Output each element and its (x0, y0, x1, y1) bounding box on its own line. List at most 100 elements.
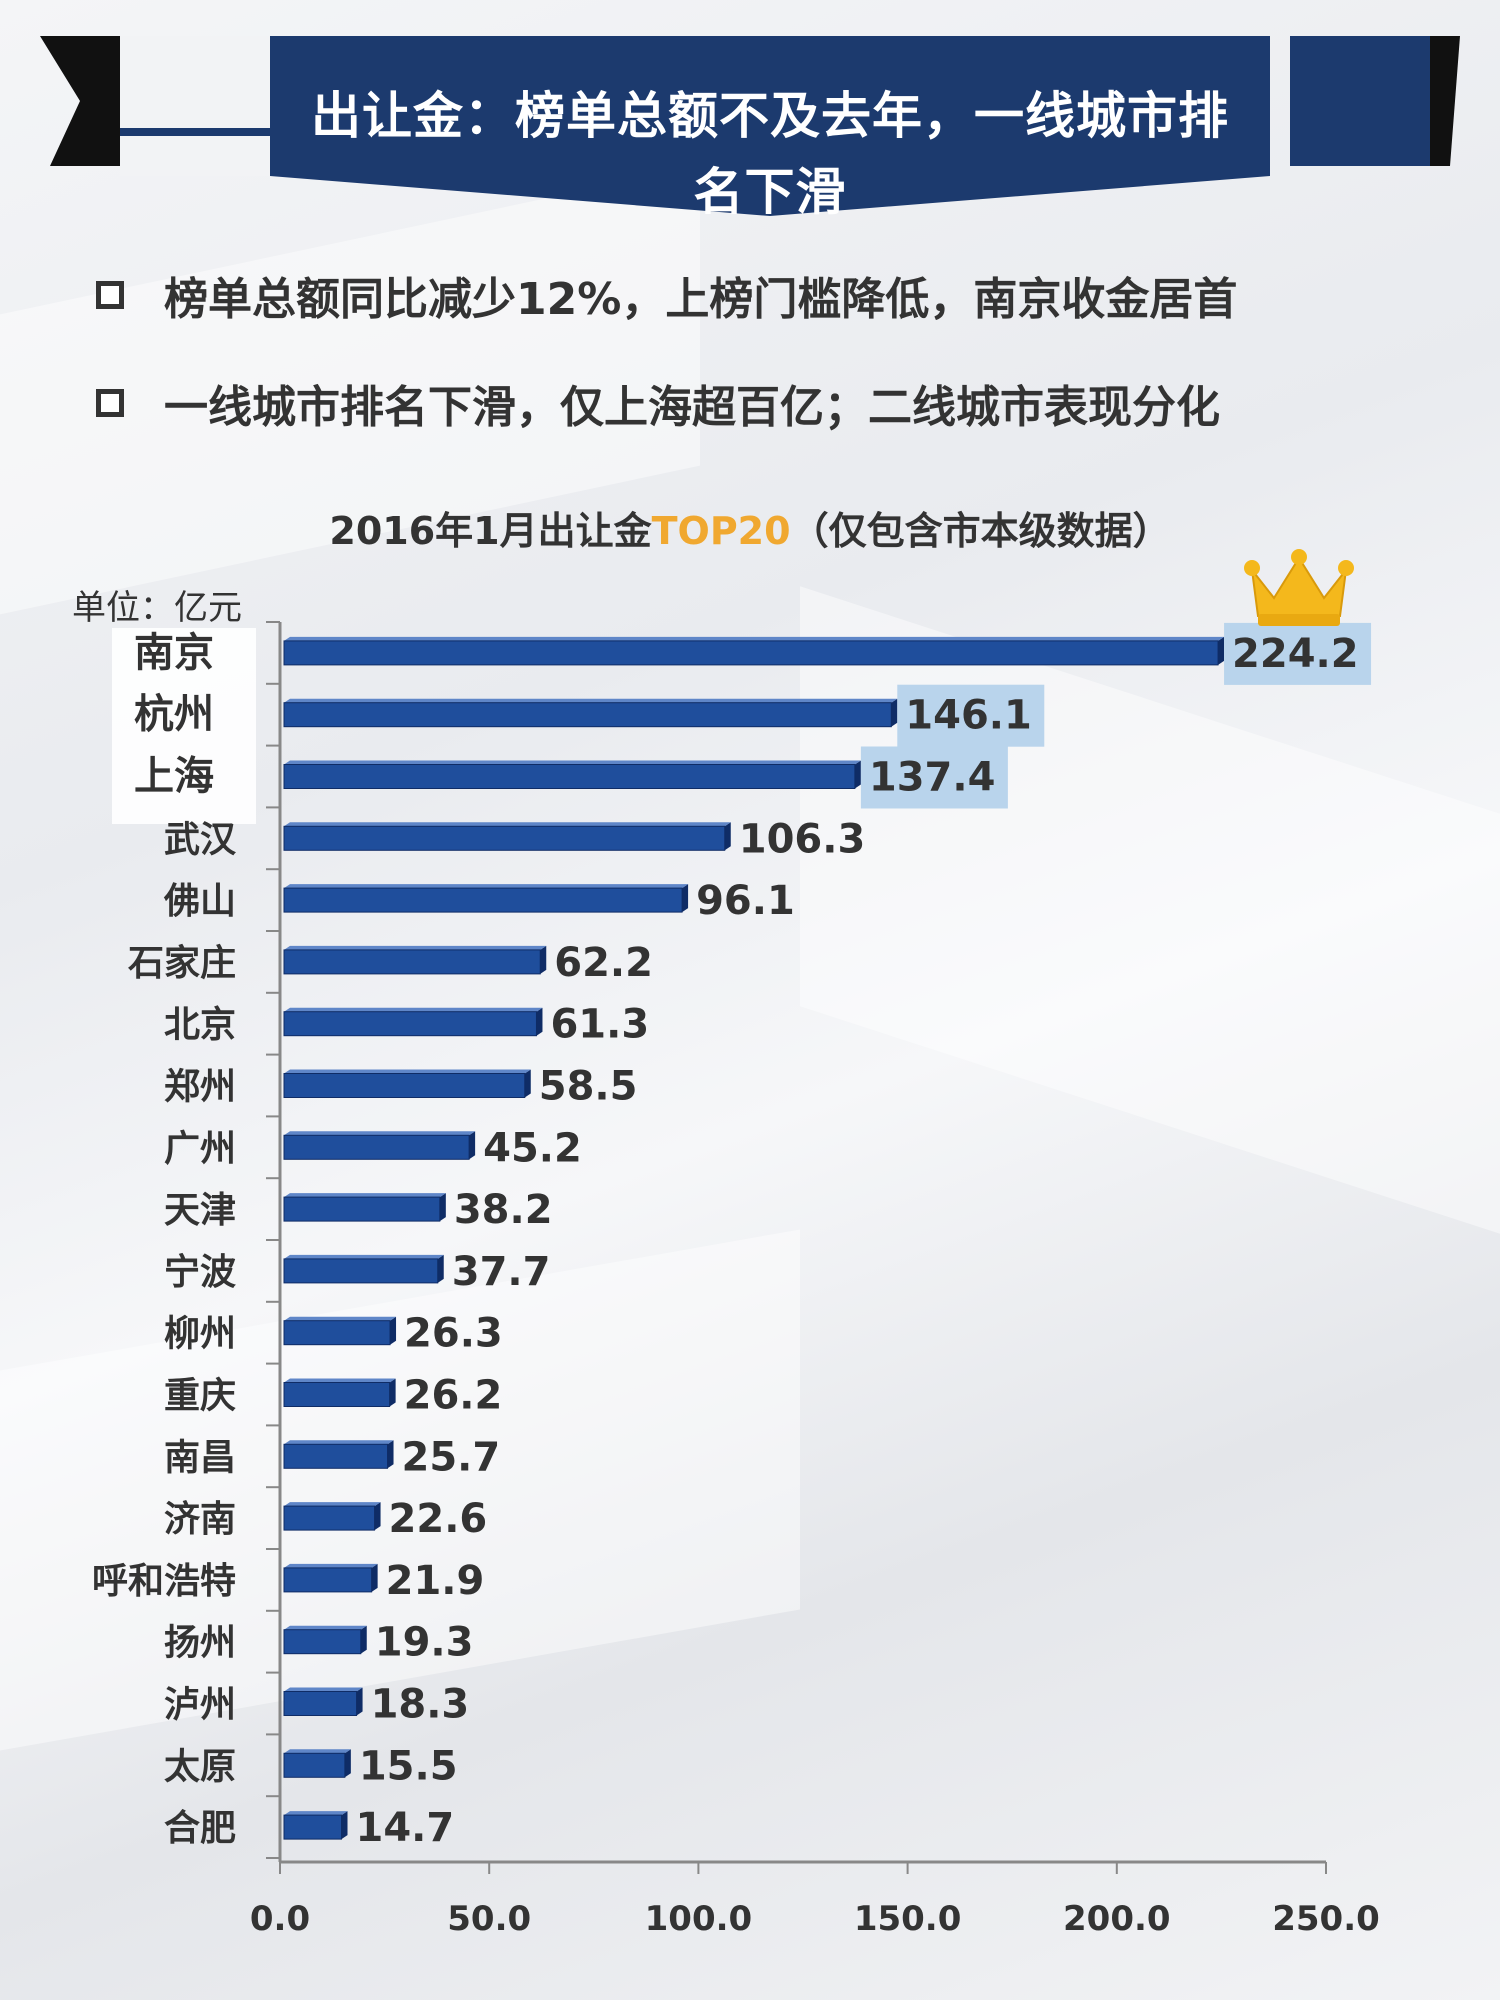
value-label: 21.9 (386, 1558, 485, 1604)
value-label: 45.2 (483, 1125, 582, 1171)
category-label: 重庆 (164, 1376, 236, 1417)
header-banner: 出让金：榜单总额不及去年，一线城市排 名下滑 (40, 36, 1460, 221)
value-label: 18.3 (371, 1682, 470, 1728)
category-label: 柳州 (164, 1314, 236, 1355)
value-label: 224.2 (1232, 631, 1359, 677)
x-tick-label: 0.0 (250, 1899, 310, 1939)
bar-side (724, 822, 731, 851)
bar (283, 1691, 358, 1716)
category-label: 扬州 (164, 1623, 236, 1664)
x-tick-label: 100.0 (645, 1899, 753, 1939)
category-label: 广州 (164, 1128, 236, 1169)
bar (283, 764, 856, 789)
bar-side (682, 884, 689, 913)
bar (283, 1320, 391, 1346)
bar-side (371, 1563, 378, 1592)
bar-side (344, 1749, 351, 1778)
value-label: 137.4 (869, 755, 996, 801)
bar-top (284, 1749, 351, 1754)
category-label: 南京 (134, 630, 214, 676)
bar (283, 1567, 373, 1593)
category-label: 郑州 (164, 1067, 236, 1108)
bar (283, 1752, 346, 1778)
bar-side (390, 1316, 397, 1345)
bar-side (437, 1254, 444, 1283)
bar-side (374, 1502, 381, 1531)
bar (283, 825, 726, 851)
bar-side (389, 1378, 396, 1407)
bar-top (284, 636, 1225, 641)
bar-top (284, 884, 689, 889)
bar-side (1218, 636, 1225, 665)
bar-side (540, 945, 547, 974)
bar (283, 1011, 537, 1037)
category-label: 杭州 (134, 692, 214, 738)
bar-top (284, 760, 861, 765)
x-tick-label: 50.0 (447, 1899, 531, 1939)
bar-top (284, 1811, 348, 1816)
value-label: 22.6 (389, 1496, 488, 1542)
bar-side (891, 698, 898, 727)
chart-title-suffix: （仅包含市本级数据） (790, 509, 1171, 553)
value-label: 14.7 (356, 1805, 455, 1851)
bar-top (284, 1440, 394, 1445)
value-label: 61.3 (550, 1002, 649, 1048)
value-label: 19.3 (375, 1620, 474, 1666)
crown-icon (1244, 549, 1354, 626)
value-label: 146.1 (905, 693, 1032, 739)
bar (283, 640, 1219, 666)
bar-side (524, 1069, 531, 1098)
bar-top (284, 1687, 363, 1692)
page-title-line1: 出让金：榜单总额不及去年，一线城市排 (311, 87, 1229, 145)
bar-side (387, 1440, 394, 1469)
value-label-highlight (1224, 622, 1372, 685)
bar-side (854, 760, 861, 789)
category-label: 济南 (164, 1499, 236, 1540)
value-label: 26.3 (404, 1311, 503, 1357)
bar-top (284, 1378, 396, 1383)
bar-side (439, 1193, 446, 1222)
category-label: 泸州 (164, 1685, 236, 1726)
bar-top (284, 1254, 444, 1259)
category-label: 武汉 (164, 819, 237, 860)
bar-top (284, 1069, 531, 1074)
category-label: 石家庄 (128, 943, 236, 984)
bar (283, 1814, 343, 1840)
top3-label-backdrop (112, 628, 256, 824)
bar-top (284, 945, 547, 950)
bar-top (284, 698, 898, 703)
page-title-line2: 名下滑 (693, 163, 847, 221)
x-tick-label: 150.0 (854, 1899, 962, 1939)
bullet-item: 一线城市排名下滑，仅上海超百亿；二线城市表现分化 (96, 368, 1396, 438)
value-label: 26.2 (404, 1373, 503, 1419)
value-label: 62.2 (554, 940, 653, 986)
page-title: 出让金：榜单总额不及去年，一线城市排 名下滑 (240, 78, 1300, 230)
category-label: 合肥 (164, 1808, 236, 1849)
bar (283, 1134, 470, 1160)
unit-label: 单位：亿元 (72, 588, 242, 628)
bar-top (284, 1502, 381, 1507)
bar-top (284, 1131, 476, 1136)
x-tick-label: 250.0 (1272, 1899, 1380, 1939)
bar-top (284, 1563, 378, 1568)
bar (283, 1073, 526, 1098)
x-tick-label: 200.0 (1063, 1899, 1171, 1939)
bar (283, 1382, 391, 1407)
value-label: 96.1 (696, 878, 795, 924)
checkbox-square-icon (96, 389, 124, 417)
bar-side (360, 1625, 367, 1654)
bar (283, 1505, 376, 1531)
bar (283, 1629, 362, 1655)
bullet-text: 一线城市排名下滑，仅上海超百亿；二线城市表现分化 (164, 382, 1220, 433)
value-label: 25.7 (402, 1434, 501, 1480)
bar-side (356, 1687, 363, 1716)
category-label: 天津 (164, 1190, 236, 1231)
category-label: 宁波 (164, 1252, 236, 1293)
bar-side (469, 1131, 476, 1160)
bar (283, 1196, 441, 1222)
bar-side (341, 1811, 348, 1840)
bar-top (284, 1007, 543, 1012)
bar (283, 887, 683, 913)
value-label: 38.2 (454, 1187, 553, 1233)
